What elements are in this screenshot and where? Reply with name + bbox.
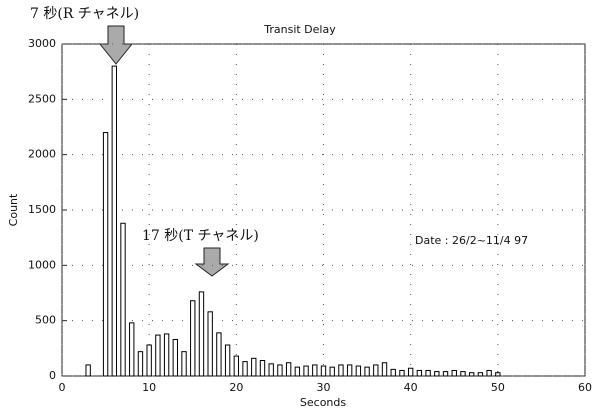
bar — [242, 361, 248, 377]
bar — [416, 369, 423, 377]
bar — [190, 300, 196, 377]
x-tick-label: 40 — [404, 381, 418, 394]
bar — [137, 351, 144, 377]
bar — [251, 357, 257, 377]
bar — [102, 132, 109, 377]
bar — [155, 334, 161, 377]
plot-frame — [61, 43, 586, 377]
bar — [381, 362, 388, 377]
x-tick-label: 50 — [491, 381, 505, 394]
arrow — [98, 25, 134, 65]
bar — [329, 366, 335, 377]
bar — [163, 333, 170, 377]
bar — [120, 222, 126, 377]
y-tick-label: 1000 — [28, 258, 56, 271]
bar — [373, 364, 379, 377]
bar — [434, 371, 440, 377]
x-tick-label: 30 — [317, 381, 331, 394]
bar — [207, 311, 213, 377]
annotation: Date : 26/2~11/4 97 — [415, 234, 528, 247]
bar — [146, 344, 152, 377]
bar — [390, 368, 396, 377]
bar — [399, 369, 405, 377]
bar — [486, 369, 492, 377]
x-tick-label: 0 — [59, 381, 66, 394]
y-tick-label: 0 — [49, 369, 56, 382]
bar — [181, 351, 187, 377]
bar — [460, 371, 466, 377]
bar — [451, 369, 457, 377]
annotation: 7 秒(R チャネル) — [30, 6, 139, 22]
y-tick-label: 2000 — [28, 148, 56, 161]
bar — [285, 362, 292, 377]
bar — [477, 372, 484, 377]
y-tick-label: 2500 — [28, 92, 56, 105]
annotation: 17 秒(T チャネル) — [142, 228, 259, 244]
bar — [320, 365, 327, 377]
bar — [364, 366, 370, 377]
x-tick-label: 60 — [578, 381, 592, 394]
bar — [312, 364, 318, 377]
bar — [407, 367, 414, 377]
x-tick-label: 20 — [229, 381, 243, 394]
chart-title: Transit Delay — [263, 23, 336, 36]
bar — [338, 364, 344, 377]
bar — [303, 365, 309, 377]
bar — [224, 344, 231, 377]
y-tick-label: 1500 — [28, 203, 56, 216]
bar — [425, 369, 431, 377]
y-tick-label: 500 — [35, 314, 56, 327]
bar — [172, 338, 178, 377]
x-axis-label: Seconds — [300, 396, 346, 409]
y-axis-label: Count — [7, 193, 20, 226]
bar — [129, 322, 135, 377]
bar — [294, 366, 301, 377]
bar — [85, 364, 91, 377]
bar — [216, 332, 222, 377]
arrow — [194, 247, 230, 277]
bar — [268, 363, 274, 377]
x-tick-label: 10 — [142, 381, 156, 394]
bar — [259, 360, 266, 377]
bar — [346, 364, 353, 377]
bar — [469, 372, 475, 377]
bar — [442, 371, 449, 377]
bar — [495, 372, 501, 377]
bar — [198, 291, 205, 377]
bar — [111, 65, 117, 377]
bar — [355, 365, 362, 377]
y-tick-label: 3000 — [28, 37, 56, 50]
bar — [233, 355, 240, 377]
bar — [277, 364, 283, 377]
